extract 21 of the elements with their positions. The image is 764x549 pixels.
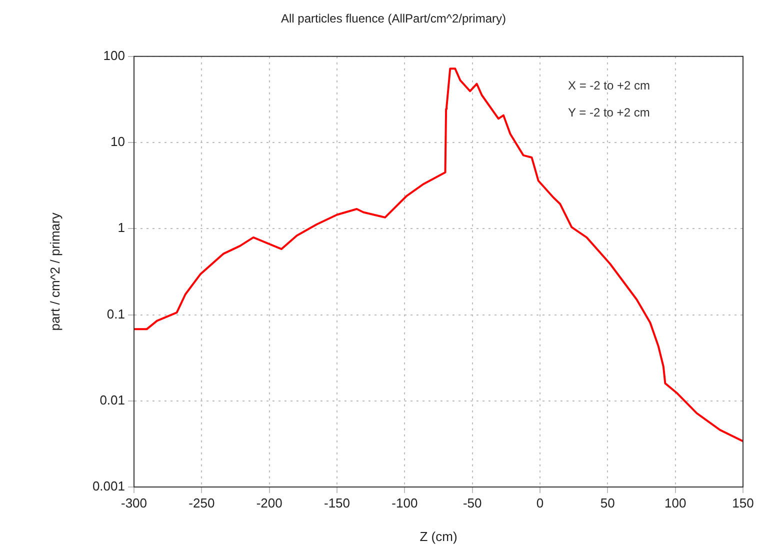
x-tick-label: -250 bbox=[188, 495, 215, 510]
y-tick-label: 0.01 bbox=[100, 392, 125, 408]
y-tick-label: 1 bbox=[118, 220, 125, 236]
x-tick-label: -200 bbox=[256, 495, 282, 510]
x-tick-label: 0 bbox=[536, 495, 544, 510]
y-tick-label: 0.1 bbox=[106, 306, 125, 322]
annotation: Y = -2 to +2 cm bbox=[568, 106, 650, 120]
x-tick-label: 50 bbox=[600, 495, 615, 510]
annotation: X = -2 to +2 cm bbox=[568, 78, 650, 93]
x-tick-label: 150 bbox=[732, 495, 754, 510]
y-tick-label: 10 bbox=[110, 134, 125, 150]
x-tick-label: 100 bbox=[664, 495, 686, 510]
chart-title: All particles fluence (AllPart/cm^2/primary) bbox=[280, 12, 506, 26]
y-tick-label: 0.001 bbox=[92, 478, 125, 494]
x-tick-label: -100 bbox=[392, 495, 418, 510]
y-axis-title: part / cm^2 / primary bbox=[47, 212, 62, 331]
x-tick-label: -50 bbox=[462, 495, 482, 510]
x-axis-title: Z (cm) bbox=[420, 528, 458, 544]
y-tick-label: 100 bbox=[103, 48, 125, 63]
x-tick-label: -150 bbox=[324, 495, 350, 510]
x-tick-label: -300 bbox=[120, 495, 148, 510]
